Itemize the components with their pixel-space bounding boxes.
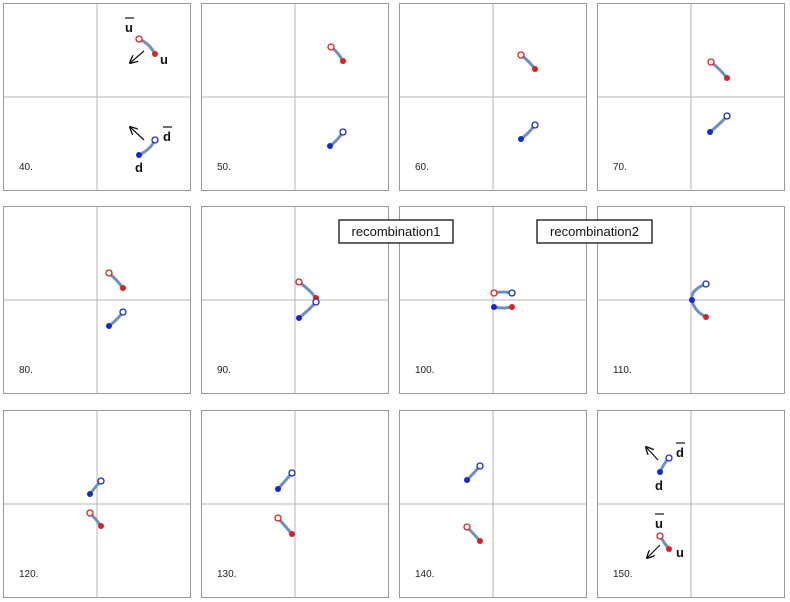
recombination1-box: recombination1 xyxy=(338,219,454,244)
antiquark-d-bar xyxy=(508,289,516,297)
arrow-icon xyxy=(130,50,145,63)
antiquark-u-bar xyxy=(463,523,471,531)
label-u: u xyxy=(676,545,684,560)
quark-d xyxy=(707,129,713,135)
antiquark-d-bar xyxy=(702,280,710,288)
quark-u xyxy=(509,304,515,310)
frame-label: 70. xyxy=(613,162,627,173)
frame-140: 140. xyxy=(399,410,587,598)
quark-u xyxy=(289,531,295,537)
frame-150: 150. d d u u xyxy=(597,410,785,598)
frame-130: 130. xyxy=(201,410,389,598)
antiquark-d-bar xyxy=(531,121,539,129)
arrow-icon xyxy=(646,447,659,461)
quark-u xyxy=(340,58,346,64)
quark-d xyxy=(657,469,663,475)
frame-60: 60. xyxy=(399,3,587,191)
quark-d xyxy=(275,486,281,492)
quark-d xyxy=(327,143,333,149)
label-d: d xyxy=(135,160,143,175)
frame-label: 60. xyxy=(415,162,429,173)
antiquark-u-bar xyxy=(707,58,715,66)
antiquark-d-bar xyxy=(151,136,159,144)
quark-d xyxy=(491,304,497,310)
arrow-icon xyxy=(130,127,145,141)
label-d-bar: d xyxy=(676,445,684,460)
frame-label: 120. xyxy=(19,569,38,580)
antiquark-u-bar xyxy=(295,278,303,286)
recombination2-box: recombination2 xyxy=(536,219,653,244)
recombination1-label: recombination1 xyxy=(352,224,441,239)
frame-70: 70. xyxy=(597,3,785,191)
antiquark-u-bar xyxy=(490,289,498,297)
frame-label: 110. xyxy=(613,365,632,376)
label-u-bar: u xyxy=(655,516,663,531)
frame-label: 140. xyxy=(415,569,434,580)
frame-label: 90. xyxy=(217,365,231,376)
quark-u xyxy=(703,314,709,320)
quark-d xyxy=(136,152,142,158)
antiquark-u-bar xyxy=(86,509,94,517)
antiquark-d-bar xyxy=(476,462,484,470)
antiquark-d-bar xyxy=(97,477,105,485)
frame-40: 40. u u d d xyxy=(3,3,191,191)
quark-u xyxy=(152,51,158,57)
recombination2-label: recombination2 xyxy=(550,224,639,239)
quark-d xyxy=(689,297,695,303)
antiquark-u-bar xyxy=(274,514,282,522)
antiquark-u-bar xyxy=(327,43,335,51)
antiquark-u-bar xyxy=(105,269,113,277)
quark-d xyxy=(106,323,112,329)
quark-d xyxy=(296,315,302,321)
frame-120: 120. xyxy=(3,410,191,598)
frame-label: 100. xyxy=(415,365,434,376)
arrow-icon xyxy=(647,544,661,558)
label-d-bar: d xyxy=(163,129,171,144)
frame-label: 80. xyxy=(19,365,33,376)
antiquark-d-bar xyxy=(288,469,296,477)
antiquark-d-bar xyxy=(723,112,731,120)
quark-u xyxy=(532,66,538,72)
frame-label: 40. xyxy=(19,162,33,173)
frame-80: 80. xyxy=(3,206,191,394)
frame-50: 50. xyxy=(201,3,389,191)
antiquark-u-bar xyxy=(135,35,143,43)
label-u: u xyxy=(160,52,168,67)
quark-u xyxy=(724,75,730,81)
label-u-bar: u xyxy=(125,20,133,35)
antiquark-u-bar xyxy=(517,51,525,59)
frame-label: 150. xyxy=(613,569,632,580)
label-d: d xyxy=(655,478,663,493)
antiquark-d-bar xyxy=(665,454,673,462)
quark-u xyxy=(120,285,126,291)
frame-label: 50. xyxy=(217,162,231,173)
quark-u xyxy=(477,538,483,544)
quark-d xyxy=(87,491,93,497)
antiquark-d-bar xyxy=(312,298,320,306)
antiquark-u-bar xyxy=(656,532,664,540)
antiquark-d-bar xyxy=(119,308,127,316)
quark-d xyxy=(464,477,470,483)
quark-u xyxy=(666,546,672,552)
quark-d xyxy=(518,136,524,142)
antiquark-d-bar xyxy=(339,128,347,136)
frame-label: 130. xyxy=(217,569,236,580)
quark-u xyxy=(98,523,104,529)
